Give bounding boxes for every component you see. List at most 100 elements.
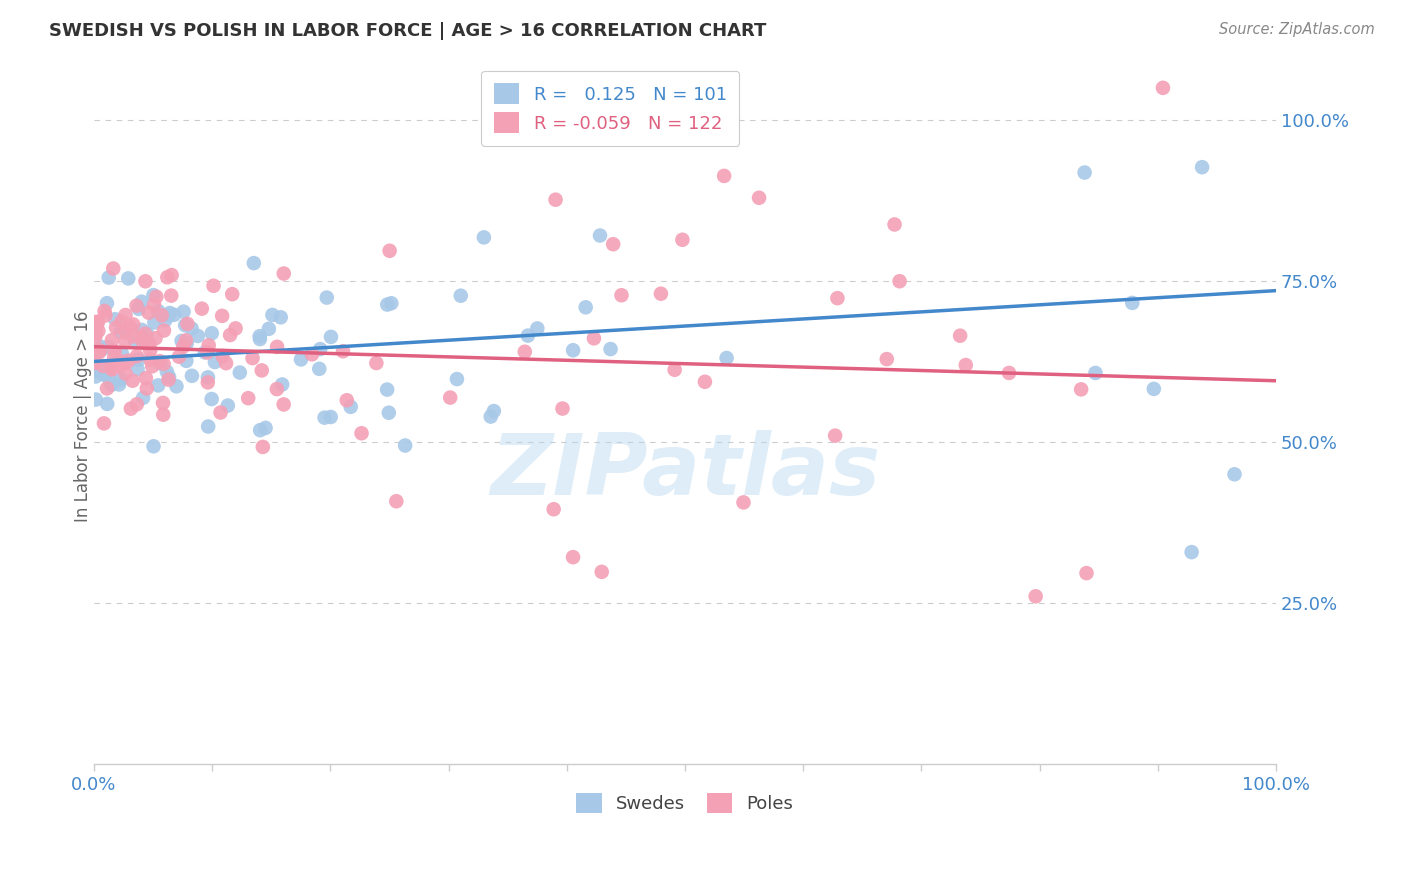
- Point: [97, 360, 120, 375]
- Point: [266, 382, 288, 396]
- Point: [152, 408, 174, 422]
- Text: Source: ZipAtlas.com: Source: ZipAtlas.com: [1219, 22, 1375, 37]
- Point: [197, 376, 219, 390]
- Point: [544, 193, 567, 207]
- Point: [336, 393, 359, 408]
- Point: [315, 291, 337, 305]
- Point: [110, 325, 132, 339]
- Point: [157, 309, 180, 323]
- Point: [145, 331, 167, 345]
- Point: [713, 169, 735, 183]
- Point: [121, 374, 143, 388]
- Point: [201, 392, 224, 406]
- Point: [146, 378, 169, 392]
- Point: [949, 328, 972, 343]
- Point: [91, 359, 114, 373]
- Point: [266, 340, 288, 354]
- Point: [117, 353, 139, 368]
- Point: [249, 329, 271, 343]
- Y-axis label: In Labor Force | Age > 16: In Labor Force | Age > 16: [75, 310, 91, 522]
- Point: [589, 228, 612, 243]
- Point: [111, 346, 134, 360]
- Text: SWEDISH VS POLISH IN LABOR FORCE | AGE > 16 CORRELATION CHART: SWEDISH VS POLISH IN LABOR FORCE | AGE >…: [49, 22, 766, 40]
- Point: [163, 308, 186, 322]
- Point: [114, 326, 136, 340]
- Point: [479, 409, 502, 424]
- Point: [243, 256, 266, 270]
- Point: [93, 367, 115, 381]
- Point: [96, 381, 118, 395]
- Point: [152, 357, 174, 371]
- Point: [249, 332, 271, 346]
- Point: [254, 421, 277, 435]
- Point: [122, 329, 145, 343]
- Point: [1073, 165, 1095, 179]
- Point: [562, 343, 585, 358]
- Point: [94, 309, 117, 323]
- Point: [124, 334, 146, 349]
- Point: [94, 368, 117, 383]
- Point: [110, 372, 132, 386]
- Point: [157, 373, 180, 387]
- Point: [149, 354, 172, 368]
- Point: [136, 337, 159, 351]
- Point: [513, 344, 536, 359]
- Point: [827, 291, 849, 305]
- Point: [219, 328, 242, 343]
- Point: [197, 419, 219, 434]
- Point: [138, 337, 160, 351]
- Point: [215, 356, 238, 370]
- Point: [181, 368, 204, 383]
- Point: [716, 351, 738, 365]
- Point: [876, 352, 898, 367]
- Point: [114, 367, 136, 381]
- Point: [160, 268, 183, 282]
- Point: [209, 405, 232, 419]
- Point: [84, 323, 107, 337]
- Point: [187, 329, 209, 343]
- Point: [271, 377, 294, 392]
- Point: [883, 218, 905, 232]
- Point: [748, 191, 770, 205]
- Point: [131, 294, 153, 309]
- Point: [96, 397, 118, 411]
- Point: [142, 439, 165, 453]
- Point: [134, 326, 156, 341]
- Legend: Swedes, Poles: Swedes, Poles: [565, 781, 804, 824]
- Point: [125, 349, 148, 363]
- Point: [599, 342, 621, 356]
- Point: [225, 321, 247, 335]
- Point: [238, 391, 260, 405]
- Point: [201, 326, 224, 341]
- Point: [127, 362, 149, 376]
- Point: [132, 336, 155, 351]
- Point: [195, 345, 218, 359]
- Point: [273, 397, 295, 411]
- Point: [114, 308, 136, 322]
- Point: [112, 357, 135, 371]
- Point: [446, 372, 468, 386]
- Point: [149, 356, 172, 370]
- Point: [290, 352, 312, 367]
- Point: [156, 270, 179, 285]
- Point: [142, 288, 165, 302]
- Point: [650, 286, 672, 301]
- Point: [101, 333, 124, 347]
- Point: [128, 352, 150, 367]
- Point: [100, 360, 122, 375]
- Point: [301, 347, 323, 361]
- Point: [84, 330, 107, 344]
- Point: [108, 377, 131, 392]
- Point: [204, 355, 226, 369]
- Point: [450, 289, 472, 303]
- Point: [350, 426, 373, 441]
- Point: [148, 304, 170, 318]
- Point: [172, 339, 194, 353]
- Point: [1181, 545, 1204, 559]
- Point: [319, 330, 342, 344]
- Point: [308, 361, 330, 376]
- Point: [156, 365, 179, 379]
- Point: [87, 315, 110, 329]
- Point: [104, 312, 127, 326]
- Point: [551, 401, 574, 416]
